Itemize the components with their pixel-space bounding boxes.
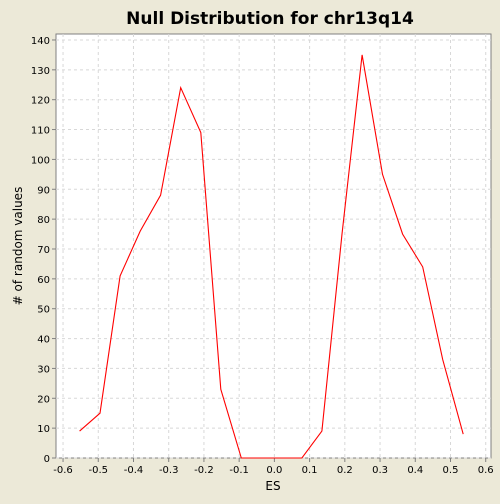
y-tick-label: 50 — [37, 305, 50, 316]
data-point — [260, 457, 263, 460]
x-tick-label: 0.6 — [478, 465, 494, 476]
y-tick-label: 90 — [37, 185, 50, 196]
y-tick-label: 20 — [37, 394, 50, 405]
y-tick-label: 140 — [31, 36, 50, 47]
x-tick-label: 0.1 — [302, 465, 318, 476]
x-tick-label: 0.2 — [337, 465, 353, 476]
x-tick-label: 0.5 — [443, 465, 459, 476]
data-point — [119, 274, 122, 277]
y-tick-label: 60 — [37, 275, 50, 286]
y-tick-label: 10 — [37, 424, 50, 435]
data-point — [179, 86, 182, 89]
data-point — [320, 430, 323, 433]
data-point — [219, 388, 222, 391]
data-point — [462, 433, 465, 436]
y-tick-label: 110 — [31, 126, 50, 137]
y-tick-label: 70 — [37, 245, 50, 256]
y-tick-label: 100 — [31, 155, 50, 166]
x-tick-label: -0.3 — [159, 465, 179, 476]
x-tick-label: -0.6 — [53, 465, 73, 476]
data-point — [441, 358, 444, 361]
y-tick-label: 0 — [44, 454, 50, 465]
x-tick-label: -0.4 — [124, 465, 144, 476]
x-tick-label: -0.2 — [194, 465, 214, 476]
x-tick-label: 0.0 — [266, 465, 282, 476]
series-line — [79, 54, 464, 459]
y-tick-label: 130 — [31, 66, 50, 77]
data-point — [421, 265, 424, 268]
data-point — [159, 194, 162, 197]
data-point — [280, 457, 283, 460]
x-axis-label: ES — [265, 479, 280, 493]
data-point — [199, 131, 202, 134]
data-point — [99, 412, 102, 415]
x-tick-label: 0.4 — [407, 465, 423, 476]
y-tick-label: 80 — [37, 215, 50, 226]
data-point — [361, 53, 364, 56]
x-tick-label: -0.1 — [229, 465, 249, 476]
data-point — [300, 457, 303, 460]
data-point — [401, 233, 404, 236]
data-point — [139, 230, 142, 233]
y-tick-label: 30 — [37, 364, 50, 375]
axis-layer: 0 10 20 30 40 50 60 70 80 90 100 110 120 130 140 -0.6 -0… — [31, 36, 494, 476]
data-point — [240, 457, 243, 460]
chart-title: Null Distribution for chr13q14 — [126, 9, 414, 29]
plot-area — [55, 33, 492, 459]
y-tick-label: 120 — [31, 96, 50, 107]
grid-layer — [56, 34, 491, 459]
data-point — [341, 233, 344, 236]
data-point — [78, 430, 81, 433]
series-layer — [78, 53, 465, 460]
y-tick-label: 40 — [37, 335, 50, 346]
y-axis-label: # of random values — [11, 187, 25, 306]
data-point — [381, 173, 384, 176]
x-tick-label: 0.3 — [372, 465, 388, 476]
x-tick-label: -0.5 — [89, 465, 109, 476]
